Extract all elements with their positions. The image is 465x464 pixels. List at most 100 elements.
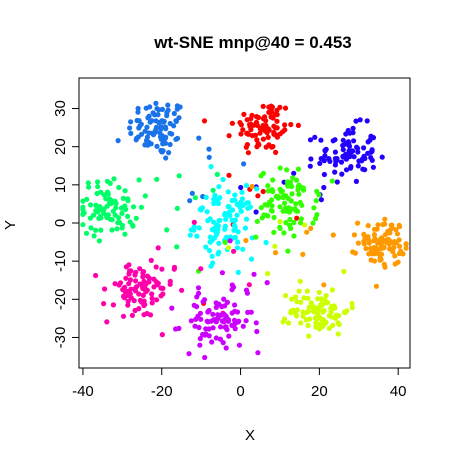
- data-point: [274, 125, 280, 131]
- data-point: [161, 118, 167, 124]
- data-point: [315, 296, 321, 302]
- data-point: [393, 227, 399, 233]
- x-tick-label: 40: [390, 383, 407, 400]
- data-point: [300, 251, 306, 257]
- data-point: [308, 156, 314, 162]
- data-point: [361, 153, 367, 159]
- data-point: [379, 251, 385, 257]
- data-point: [196, 324, 202, 331]
- data-point: [340, 137, 346, 143]
- data-point: [101, 210, 107, 216]
- data-point: [360, 166, 366, 172]
- data-point: [269, 203, 275, 209]
- data-point: [254, 218, 260, 224]
- data-point: [208, 263, 214, 269]
- data-point: [154, 176, 160, 182]
- data-point: [249, 183, 255, 190]
- data-point: [223, 345, 229, 351]
- data-point: [355, 149, 361, 155]
- data-point: [285, 183, 291, 189]
- data-point: [143, 289, 149, 295]
- data-point: [123, 264, 129, 270]
- data-point: [116, 282, 122, 288]
- data-point: [163, 155, 169, 161]
- data-point: [261, 212, 267, 218]
- data-point: [219, 270, 225, 276]
- data-point: [265, 213, 271, 219]
- data-point: [243, 216, 250, 222]
- data-point: [205, 309, 211, 315]
- data-point: [314, 316, 320, 322]
- data-point: [265, 188, 271, 194]
- data-point: [96, 205, 103, 211]
- data-point: [146, 275, 152, 281]
- data-point: [119, 210, 125, 216]
- data-point: [217, 336, 223, 342]
- data-point: [220, 176, 226, 183]
- x-axis: -40 -20 0 20 40: [72, 367, 407, 400]
- data-point: [205, 218, 211, 224]
- data-point: [102, 286, 108, 292]
- data-point: [273, 149, 279, 155]
- data-point: [335, 320, 341, 326]
- data-point: [215, 223, 221, 229]
- data-point: [166, 150, 172, 156]
- data-point: [153, 118, 159, 124]
- data-point: [216, 240, 222, 246]
- data-point: [213, 335, 219, 341]
- data-point: [343, 167, 350, 173]
- data-point: [294, 177, 300, 183]
- data-point: [197, 342, 203, 348]
- data-point: [361, 231, 367, 237]
- data-point: [321, 282, 327, 288]
- data-point: [291, 219, 297, 226]
- data-point: [372, 235, 378, 242]
- data-point: [282, 105, 289, 111]
- data-point: [125, 298, 131, 304]
- data-point: [227, 238, 233, 244]
- data-point: [226, 172, 232, 178]
- data-point: [287, 179, 294, 185]
- data-point: [350, 249, 356, 255]
- data-point: [277, 165, 283, 171]
- data-point: [165, 102, 171, 108]
- data-point: [206, 248, 213, 254]
- data-point: [137, 297, 143, 303]
- data-point: [116, 184, 122, 191]
- data-point: [344, 308, 350, 314]
- data-point: [277, 104, 283, 110]
- x-tick-label: -40: [72, 383, 94, 400]
- data-point: [341, 268, 347, 275]
- data-point: [354, 144, 360, 150]
- data-point: [201, 118, 208, 124]
- data-point: [235, 269, 241, 275]
- data-point: [109, 227, 115, 233]
- data-point: [214, 229, 220, 235]
- data-point: [289, 296, 295, 302]
- data-point: [323, 293, 329, 299]
- data-point: [313, 198, 319, 204]
- data-point: [160, 291, 166, 297]
- data-point: [226, 133, 232, 139]
- data-point: [257, 126, 263, 132]
- data-point: [308, 225, 314, 231]
- data-point: [281, 230, 287, 236]
- data-point: [133, 269, 139, 275]
- data-point: [288, 121, 294, 128]
- data-point: [112, 281, 118, 287]
- data-point: [329, 287, 335, 293]
- data-point: [301, 295, 307, 301]
- data-point: [351, 138, 357, 144]
- data-point: [191, 219, 197, 225]
- data-point: [301, 187, 307, 193]
- data-point: [147, 312, 154, 318]
- data-point: [167, 141, 173, 148]
- data-point: [176, 115, 182, 121]
- data-point: [368, 155, 374, 161]
- data-point: [87, 215, 93, 221]
- data-point: [245, 309, 251, 315]
- data-point: [221, 296, 227, 302]
- data-point: [307, 163, 313, 169]
- data-point: [96, 238, 102, 244]
- data-point: [280, 208, 286, 214]
